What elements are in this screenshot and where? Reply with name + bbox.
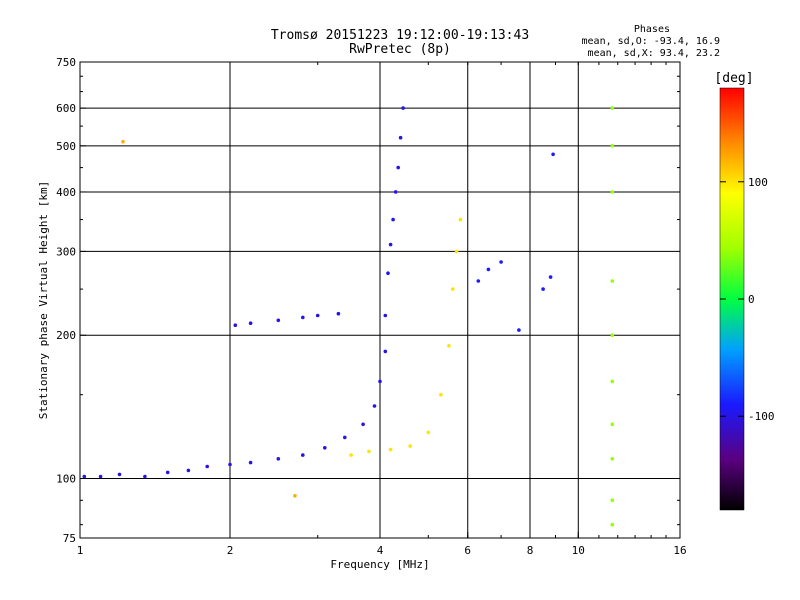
data-point bbox=[323, 446, 327, 450]
data-point bbox=[610, 379, 615, 384]
x-tick-label: 4 bbox=[377, 544, 384, 557]
y-tick-label: 200 bbox=[56, 329, 76, 342]
data-point bbox=[610, 106, 615, 110]
data-point bbox=[186, 468, 191, 473]
data-point bbox=[541, 287, 545, 291]
data-point bbox=[301, 453, 305, 457]
data-point bbox=[426, 430, 431, 435]
data-point bbox=[388, 242, 393, 247]
data-point bbox=[276, 457, 281, 461]
colorbar-label: [deg] bbox=[714, 71, 753, 86]
colorbar-ticks: 100 0 -100 bbox=[720, 176, 775, 423]
data-point bbox=[486, 267, 491, 272]
data-point bbox=[610, 279, 615, 283]
y-tick-label: 300 bbox=[56, 245, 76, 258]
x-tick-label: 6 bbox=[464, 544, 471, 557]
data-point bbox=[276, 318, 281, 323]
data-point bbox=[454, 249, 459, 254]
data-point bbox=[228, 462, 232, 467]
grid-lines bbox=[80, 62, 680, 538]
axis-ticks: 1 2 4 6 8 10 16 75 100 200 300 400 500 600 750 bbox=[56, 56, 687, 557]
phase-stats-heading: Phases bbox=[633, 24, 670, 35]
phase-stats-o-mode: mean, sd,O: -93.4, 16.9 bbox=[581, 36, 720, 47]
data-point bbox=[451, 287, 455, 291]
colorbar-tick-label: 0 bbox=[748, 293, 755, 306]
y-tick-label: 500 bbox=[56, 140, 76, 153]
data-point bbox=[143, 474, 147, 479]
data-point bbox=[98, 474, 103, 479]
data-point bbox=[248, 321, 253, 326]
colorbar-tick-label: -100 bbox=[748, 410, 775, 423]
data-point bbox=[610, 457, 615, 461]
y-axis-label: Stationary phase Virtual Height [km] bbox=[37, 181, 50, 419]
data-point bbox=[386, 271, 390, 276]
y-tick-label: 400 bbox=[56, 186, 76, 199]
data-point bbox=[383, 313, 388, 318]
data-point bbox=[499, 260, 503, 264]
data-point bbox=[401, 106, 405, 110]
data-point bbox=[551, 152, 555, 157]
x-tick-label: 10 bbox=[572, 544, 585, 557]
data-point bbox=[367, 449, 371, 454]
data-point bbox=[82, 474, 87, 479]
data-point bbox=[233, 323, 238, 328]
data-point bbox=[343, 435, 347, 440]
data-point bbox=[517, 328, 521, 332]
data-point bbox=[315, 313, 320, 318]
y-tick-label: 750 bbox=[56, 56, 76, 69]
chart-title-line1: Tromsø 20151223 19:12:00-19:13:43 bbox=[270, 28, 530, 43]
data-point bbox=[610, 333, 615, 338]
data-point bbox=[361, 422, 365, 427]
x-axis-label: Frequency [MHz] bbox=[330, 558, 429, 571]
data-point bbox=[165, 470, 170, 475]
data-point bbox=[248, 460, 253, 465]
data-point bbox=[610, 498, 615, 503]
data-point bbox=[121, 139, 125, 144]
data-point bbox=[610, 190, 615, 194]
data-point bbox=[439, 392, 443, 397]
data-point bbox=[383, 349, 388, 354]
data-point bbox=[610, 144, 615, 148]
chart-title-line2: RwPretec (8p) bbox=[349, 42, 451, 57]
x-tick-label: 8 bbox=[527, 544, 534, 557]
data-point bbox=[476, 279, 481, 283]
data-point bbox=[610, 422, 615, 427]
data-point bbox=[610, 522, 615, 527]
colorbar-tick-label: 100 bbox=[748, 176, 768, 189]
data-point bbox=[205, 464, 209, 469]
phase-stats-x-mode: mean, sd,X: 93.4, 23.2 bbox=[587, 48, 720, 59]
data-point bbox=[349, 453, 353, 457]
data-point bbox=[372, 404, 377, 408]
y-tick-label: 600 bbox=[56, 102, 76, 115]
data-point bbox=[391, 217, 395, 222]
data-point bbox=[396, 165, 401, 170]
data-point bbox=[398, 135, 403, 140]
y-tick-label: 100 bbox=[56, 473, 76, 486]
data-point bbox=[293, 494, 297, 498]
data-point bbox=[458, 217, 463, 222]
data-point bbox=[388, 447, 393, 452]
x-tick-label: 1 bbox=[77, 544, 84, 557]
data-point bbox=[447, 344, 451, 348]
data-point bbox=[393, 190, 398, 194]
x-tick-label: 16 bbox=[673, 544, 686, 557]
data-point bbox=[378, 379, 382, 384]
data-point bbox=[408, 444, 413, 448]
y-tick-label: 75 bbox=[63, 532, 76, 545]
data-point bbox=[301, 315, 305, 320]
data-point bbox=[548, 275, 553, 279]
x-tick-label: 2 bbox=[227, 544, 234, 557]
data-points bbox=[82, 106, 615, 527]
data-point bbox=[117, 472, 122, 477]
data-point bbox=[336, 311, 341, 316]
